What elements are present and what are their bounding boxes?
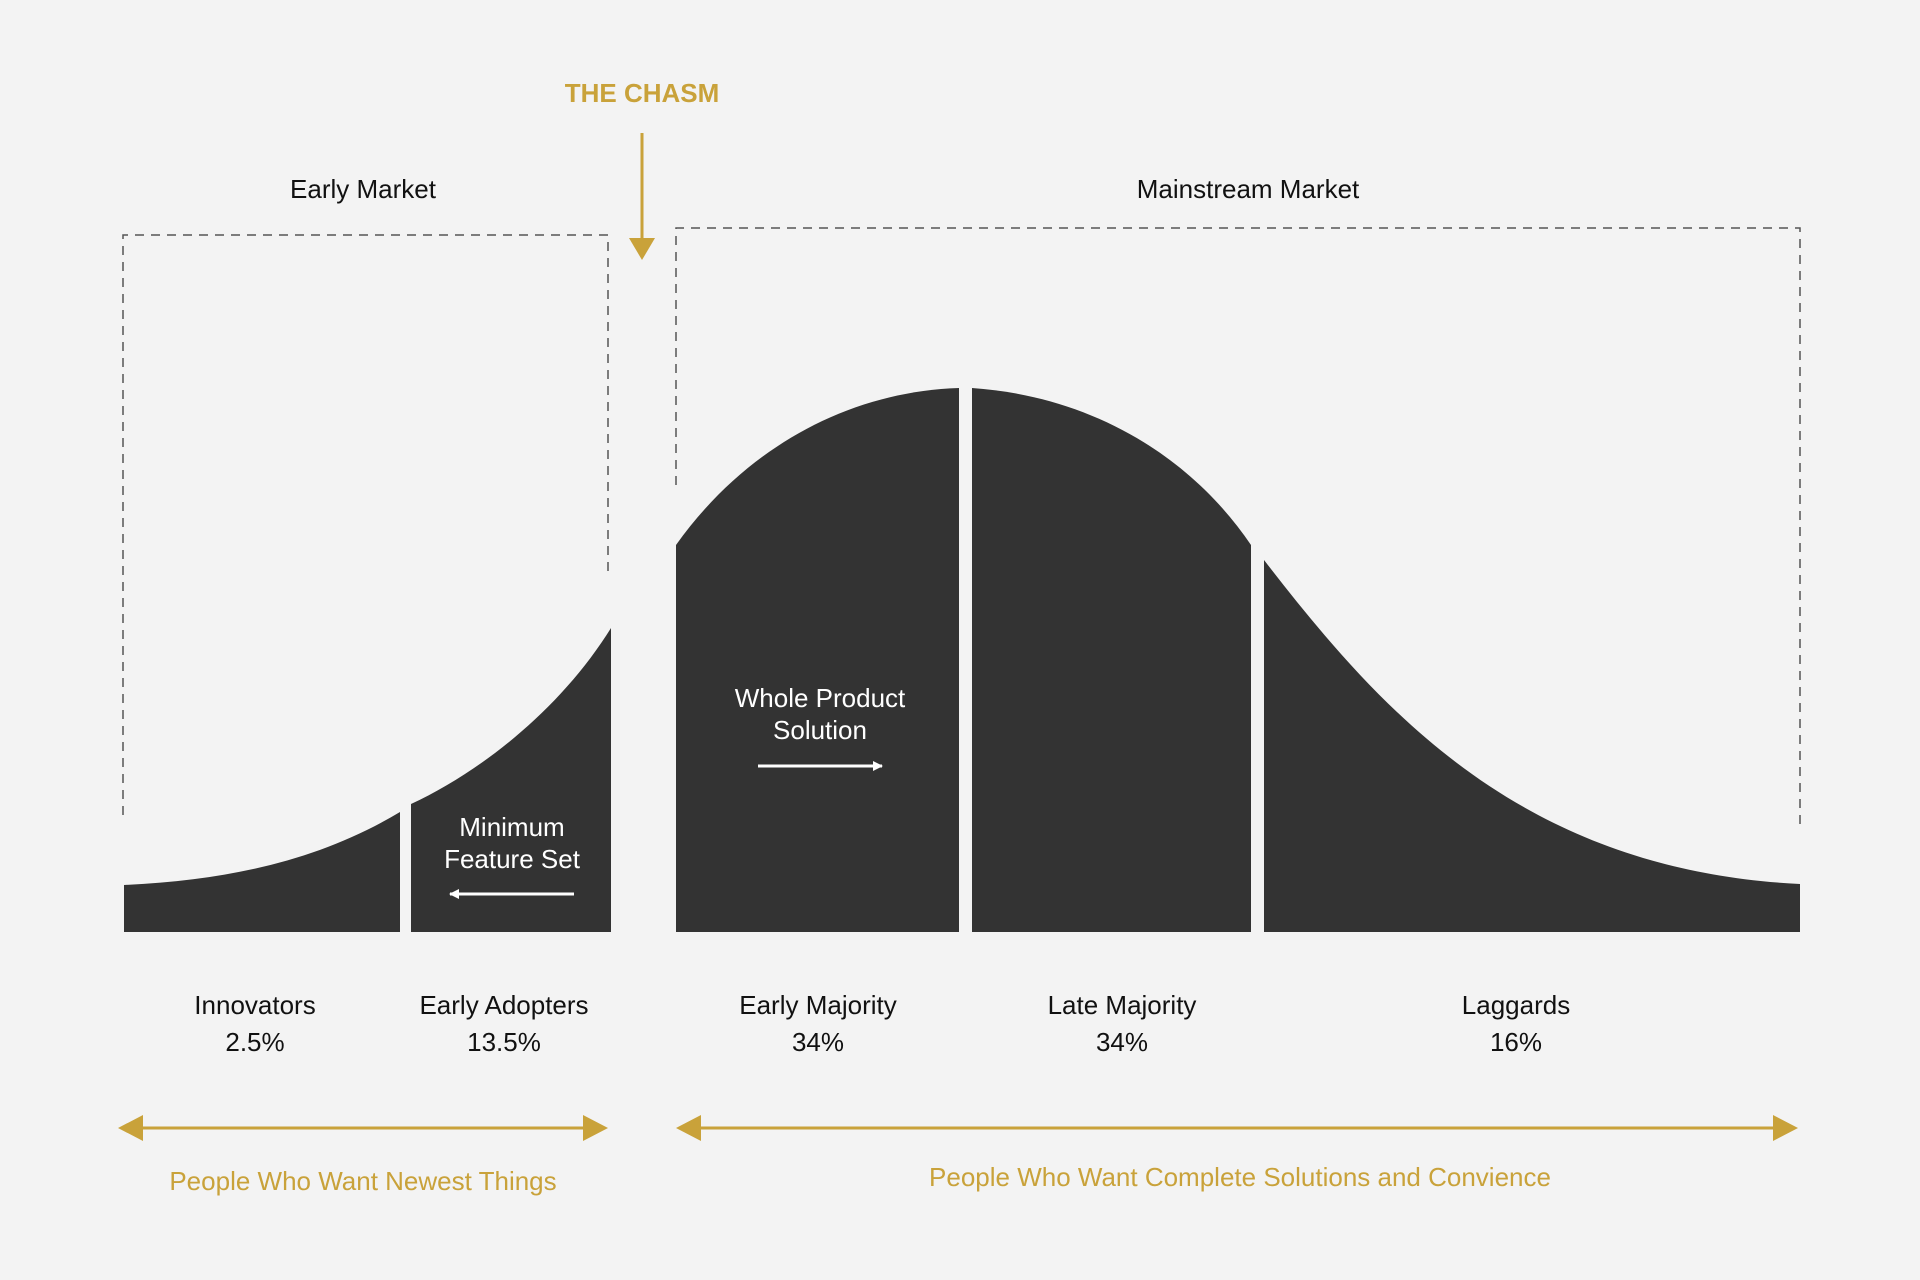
svg-text:Whole Product: Whole Product [735,683,906,713]
curve-segment-late-majority [972,388,1251,932]
minimum-feature-set-label: Minimum Feature Set [444,812,581,874]
curve-segment-early-adopters [411,628,611,932]
mainstream-audience-label: People Who Want Complete Solutions and C… [929,1162,1551,1192]
early-market-box [122,234,609,815]
svg-text:16%: 16% [1490,1027,1542,1057]
segment-late-majority: Late Majority 34% [1048,990,1197,1057]
svg-text:2.5%: 2.5% [225,1027,284,1057]
svg-text:Early Majority: Early Majority [739,990,896,1020]
mainstream-audience-arrow-icon [676,1115,1798,1141]
whole-product-solution-label: Whole Product Solution [735,683,906,745]
chasm-label: THE CHASM [565,78,720,108]
chasm-arrow-icon [629,133,655,260]
early-market-heading: Early Market [290,174,437,204]
svg-text:Early Adopters: Early Adopters [419,990,588,1020]
svg-text:13.5%: 13.5% [467,1027,541,1057]
svg-text:Solution: Solution [773,715,867,745]
svg-text:Innovators: Innovators [194,990,315,1020]
segment-laggards: Laggards 16% [1462,990,1570,1057]
svg-text:Minimum: Minimum [459,812,564,842]
mainstream-market-heading: Mainstream Market [1137,174,1360,204]
curve-segment-early-majority [676,388,959,932]
svg-text:Late Majority: Late Majority [1048,990,1197,1020]
early-audience-arrow-icon [118,1115,608,1141]
segment-innovators: Innovators 2.5% [194,990,315,1057]
svg-text:34%: 34% [1096,1027,1148,1057]
curve-segment-innovators [124,812,400,932]
mainstream-market-box [675,227,1801,830]
segment-early-adopters: Early Adopters 13.5% [419,990,588,1057]
curve-segment-laggards [1264,560,1800,932]
svg-text:Laggards: Laggards [1462,990,1570,1020]
early-audience-label: People Who Want Newest Things [169,1166,556,1196]
segment-early-majority: Early Majority 34% [739,990,896,1057]
svg-text:Feature Set: Feature Set [444,844,581,874]
svg-text:34%: 34% [792,1027,844,1057]
